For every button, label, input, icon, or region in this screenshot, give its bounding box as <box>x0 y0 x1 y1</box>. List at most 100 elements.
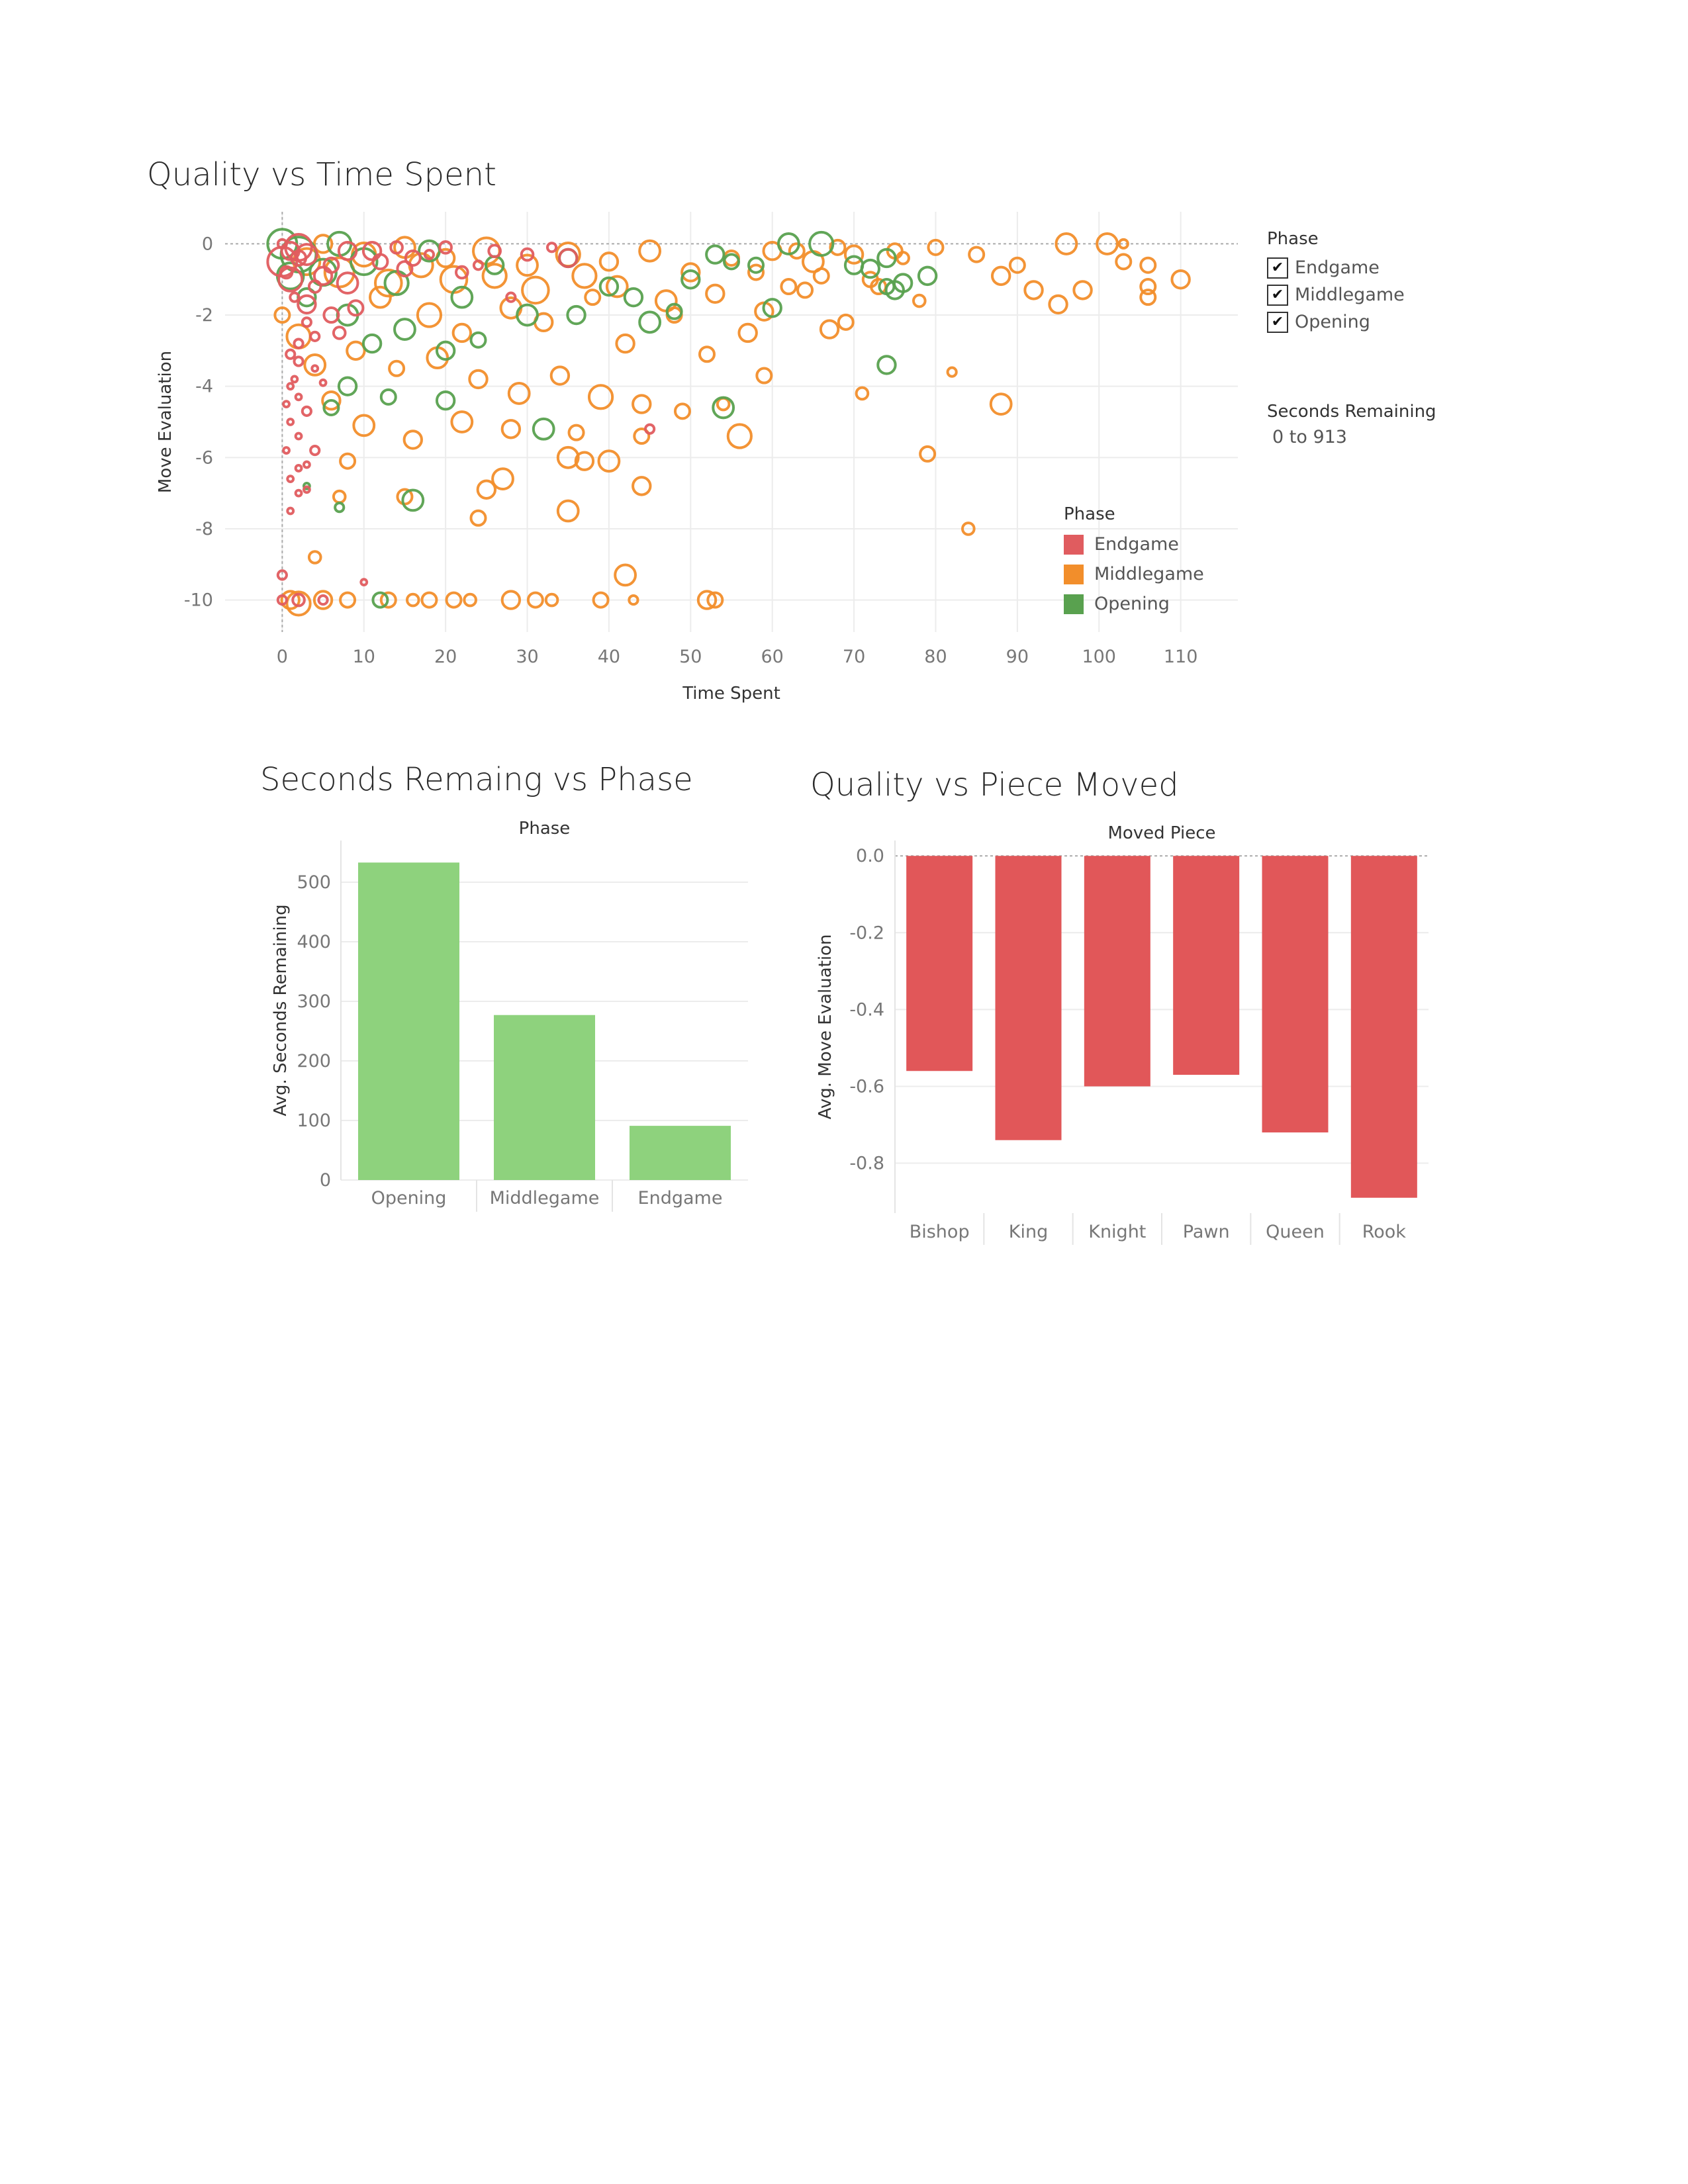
filter-option-opening[interactable]: ✔ Opening <box>1267 308 1436 336</box>
checkbox-opening[interactable]: ✔ <box>1267 311 1288 333</box>
scatter-point-endgame <box>309 330 321 342</box>
bar-pawn <box>1173 856 1240 1075</box>
scatter-point-endgame <box>404 249 422 267</box>
scatter-point-middlegame <box>747 263 765 281</box>
scatter-point-endgame <box>505 291 517 303</box>
scatter-point-middlegame <box>633 428 651 445</box>
scatter-point-middlegame <box>912 293 927 308</box>
scatter-point-middlegame <box>1008 256 1026 274</box>
scatter-point-endgame <box>291 592 306 608</box>
scatter-point-middlegame <box>855 386 870 401</box>
x-tick-label: Knight <box>1088 1222 1146 1242</box>
scatter-point-endgame <box>282 446 291 455</box>
scatter-point-endgame <box>520 247 535 262</box>
scatter-point-middlegame <box>755 367 773 385</box>
scatter-point-middlegame <box>587 384 614 410</box>
checkbox-middlegame[interactable]: ✔ <box>1267 284 1288 306</box>
scatter-point-endgame <box>282 400 291 408</box>
scatter-point-middlegame <box>812 267 830 285</box>
x-tick-label: 70 <box>843 647 865 667</box>
scatter-point-endgame <box>322 306 340 324</box>
phase-filter-title: Phase <box>1267 229 1319 249</box>
scatter-point-opening <box>450 285 474 309</box>
y-tick-label: -6 <box>195 447 213 468</box>
scatter-point-middlegame <box>445 591 463 609</box>
bar-king <box>995 856 1062 1140</box>
scatter-point-opening <box>337 376 358 396</box>
legend-swatch-opening <box>1064 594 1084 614</box>
scatter-point-endgame <box>302 460 311 469</box>
bar-endgame <box>630 1126 731 1180</box>
legend-item-endgame: Endgame <box>1064 529 1204 559</box>
scatter-point-middlegame <box>312 234 334 254</box>
scatter-point-endgame <box>286 418 295 426</box>
scatter-point-endgame <box>318 378 328 387</box>
x-tick-label: Pawn <box>1183 1222 1230 1242</box>
scatter-point-middlegame <box>476 479 497 500</box>
column-header: Phase <box>519 819 571 839</box>
scatter-point-endgame <box>293 338 305 349</box>
scatter-point-endgame <box>290 375 299 384</box>
scatter-point-middlegame <box>1115 253 1133 271</box>
scatter-point-endgame <box>438 240 453 255</box>
filter-label-endgame: Endgame <box>1295 257 1380 278</box>
scatter-point-middlegame <box>989 392 1013 416</box>
scatter-point-opening <box>302 481 311 490</box>
x-axis-title: Time Spent <box>682 684 780 704</box>
scatter-point-endgame <box>361 240 383 261</box>
scatter-point-middlegame <box>632 394 652 414</box>
x-tick-label: 110 <box>1164 647 1198 667</box>
scatter-point-middlegame <box>526 591 544 609</box>
y-tick-label: -0.8 <box>849 1154 884 1174</box>
scatter-point-endgame <box>289 291 301 303</box>
x-tick-label: 100 <box>1082 647 1116 667</box>
scatter-legend-title: Phase <box>1064 504 1115 524</box>
scatter-point-opening <box>705 244 726 265</box>
scatter-point-middlegame <box>544 592 559 608</box>
scatter-point-middlegame <box>961 522 976 536</box>
x-tick-label: 80 <box>924 647 947 667</box>
scatter-point-middlegame <box>556 445 580 469</box>
scatter-point-middlegame <box>597 449 621 473</box>
scatter-point-middlegame <box>990 265 1011 287</box>
scatter-point-opening <box>680 269 701 290</box>
scatter-point-middlegame <box>1139 278 1157 296</box>
scatter-point-endgame <box>309 444 321 457</box>
y-tick-label: -10 <box>184 590 213 611</box>
filter-option-endgame[interactable]: ✔ Endgame <box>1267 254 1436 281</box>
scatter-point-opening <box>776 232 800 255</box>
scatter-point-middlegame <box>1055 232 1078 255</box>
scatter-point-endgame <box>293 355 305 367</box>
scatter-point-middlegame <box>837 313 855 331</box>
checkbox-endgame[interactable]: ✔ <box>1267 257 1288 279</box>
y-tick-label: -4 <box>195 377 213 397</box>
scatter-point-middlegame <box>788 242 806 260</box>
range-filter-title: Seconds Remaining <box>1267 402 1436 422</box>
scatter-point-endgame <box>266 246 299 278</box>
scatter-point-endgame <box>294 392 303 402</box>
range-filter-value[interactable]: 0 to 913 <box>1272 427 1347 447</box>
scatter-point-middlegame <box>968 246 986 263</box>
scatter-point-endgame <box>286 475 295 484</box>
scatter-point-endgame <box>277 266 304 293</box>
scatter-point-endgame <box>276 569 288 581</box>
scatter-point-middlegame <box>507 382 531 405</box>
y-tick-label: 500 <box>297 872 331 893</box>
scatter-point-middlegame <box>402 430 423 450</box>
bar-queen <box>1262 856 1329 1133</box>
x-tick-label: 40 <box>598 647 620 667</box>
y-tick-label: 0 <box>202 234 213 254</box>
scatter-point-endgame <box>286 506 295 516</box>
bar-rook <box>1350 856 1417 1198</box>
scatter-point-endgame <box>294 432 303 441</box>
scatter-point-middlegame <box>638 239 662 263</box>
scatter-point-endgame <box>294 488 303 498</box>
x-tick-label: 10 <box>353 647 375 667</box>
scatter-point-opening <box>322 398 340 416</box>
scatter-point-middlegame <box>843 244 865 265</box>
scatter-point-middlegame <box>567 424 585 441</box>
scatter-point-middlegame <box>312 590 334 610</box>
scatter-point-endgame <box>285 348 297 360</box>
filter-option-middlegame[interactable]: ✔ Middlegame <box>1267 281 1436 308</box>
legend-swatch-middlegame <box>1064 564 1084 584</box>
